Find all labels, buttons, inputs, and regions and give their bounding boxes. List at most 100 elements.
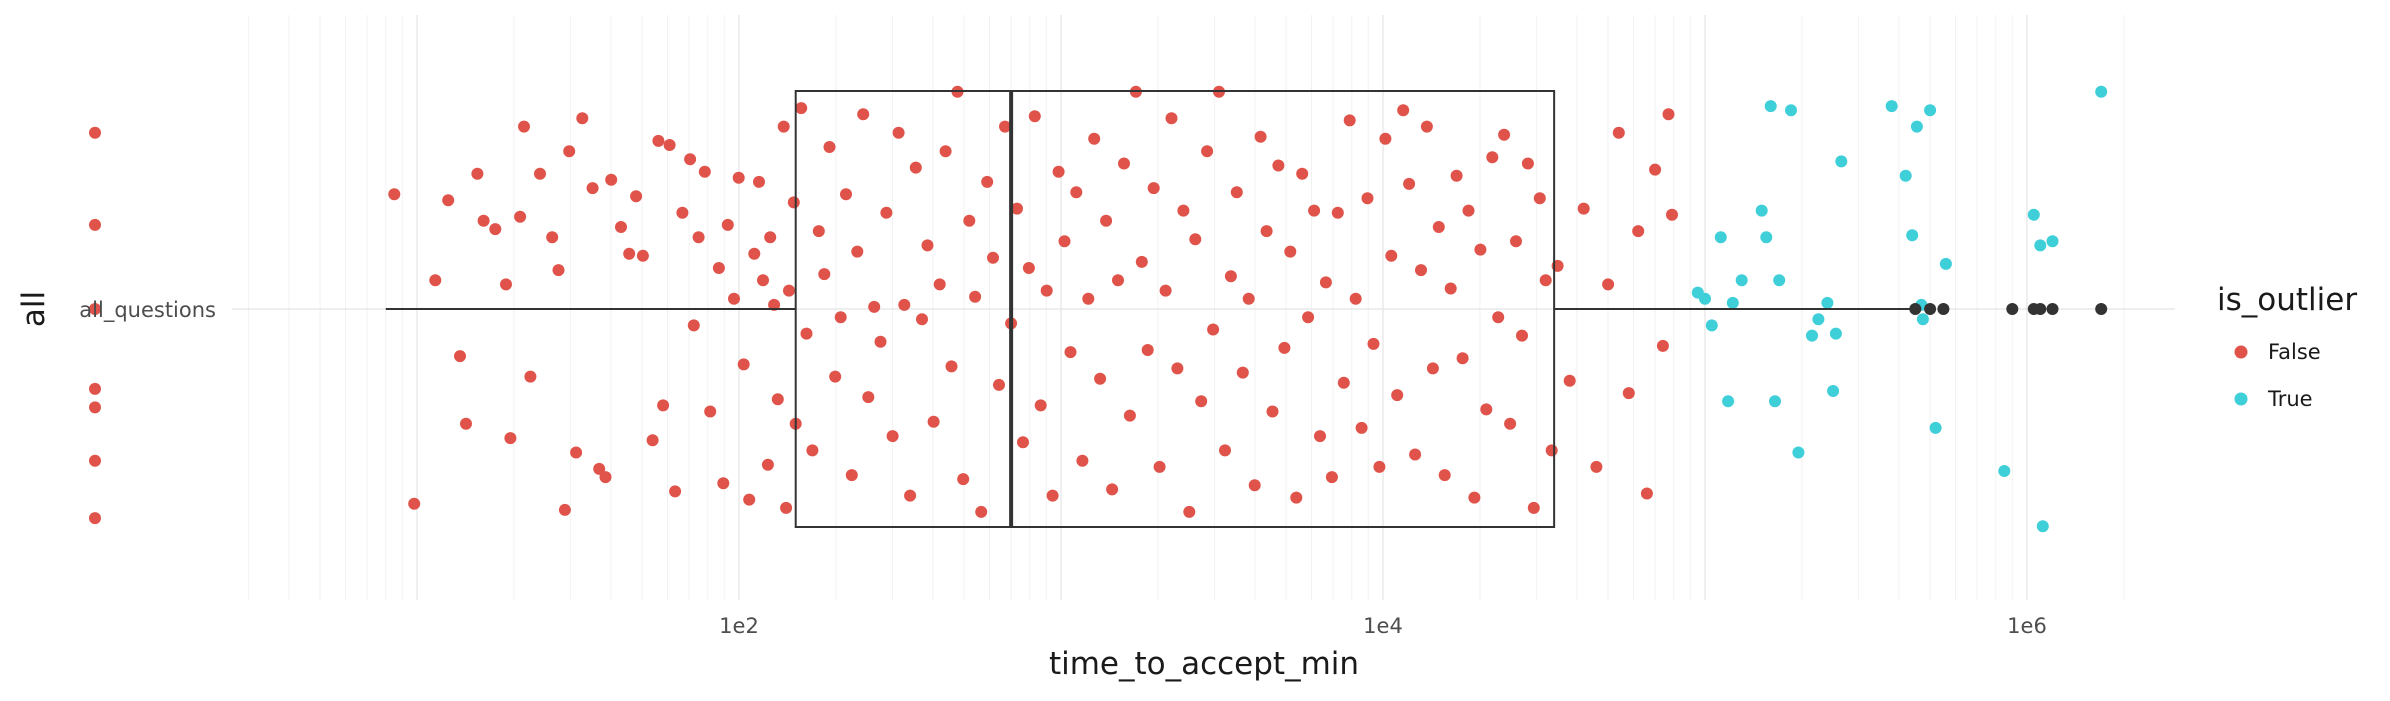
point-false: [1177, 204, 1190, 217]
point-false: [812, 225, 825, 238]
point-false: [1224, 270, 1237, 283]
point-false: [921, 239, 934, 252]
point-false: [408, 497, 421, 510]
point-false: [1319, 276, 1332, 289]
point-false: [1272, 159, 1285, 172]
point-true: [1906, 229, 1919, 242]
point-false: [862, 391, 875, 404]
point-false: [829, 370, 842, 383]
point-false: [1314, 430, 1326, 443]
point-false: [1302, 311, 1315, 324]
point-false: [1100, 214, 1113, 227]
point-false: [1201, 145, 1214, 158]
point-false: [1521, 157, 1534, 170]
point-true: [1827, 385, 1840, 397]
legend-key-true: [2234, 392, 2248, 406]
point-false: [1612, 126, 1625, 139]
point-false: [552, 264, 565, 277]
point-false: [500, 278, 512, 291]
point-true: [1835, 155, 1848, 168]
point-false: [1189, 233, 1202, 246]
point-true: [1885, 100, 1898, 113]
point-false: [1420, 120, 1433, 133]
point-false: [1539, 274, 1552, 287]
point-false: [1622, 387, 1635, 400]
boxplot-outlier-point: [2046, 303, 2059, 315]
point-true: [2027, 208, 2040, 221]
point-true: [1705, 319, 1718, 332]
point-false: [806, 444, 819, 457]
point-false: [1094, 372, 1107, 385]
point-true: [1821, 296, 1834, 309]
point-false: [945, 360, 958, 373]
point-true: [1714, 231, 1727, 244]
point-false: [657, 399, 670, 412]
point-false: [477, 214, 490, 227]
point-false: [1331, 206, 1344, 219]
point-false: [823, 141, 836, 153]
point-false: [845, 469, 858, 482]
point-false: [1492, 311, 1505, 324]
point-true: [1829, 327, 1842, 340]
point-false: [721, 218, 734, 231]
legend-label-true: True: [2267, 387, 2313, 411]
boxplot-outliers: [1909, 303, 2108, 315]
point-false: [1082, 292, 1095, 305]
point-false: [868, 300, 881, 313]
point-false: [1230, 186, 1243, 199]
point-false: [840, 188, 852, 201]
point-true: [1910, 120, 1923, 133]
point-false: [1590, 460, 1603, 473]
point-false: [1426, 362, 1439, 375]
point-true: [1916, 313, 1929, 326]
point-false: [1147, 182, 1160, 195]
point-false: [704, 405, 717, 418]
point-true: [1735, 274, 1748, 287]
point-false: [692, 231, 705, 244]
point-false: [89, 126, 101, 139]
point-true: [1755, 204, 1768, 217]
point-false: [818, 268, 831, 281]
point-false: [1468, 491, 1481, 504]
point-false: [1450, 169, 1463, 182]
point-false: [1040, 284, 1053, 297]
point-false: [558, 503, 571, 516]
point-false: [787, 196, 800, 209]
point-false: [800, 327, 813, 340]
point-true: [1812, 313, 1825, 326]
point-false: [761, 458, 774, 471]
point-false: [1058, 235, 1071, 248]
x-tick-labels: 1e2 1e4 1e6: [719, 614, 2047, 638]
point-false: [1248, 479, 1261, 492]
point-false: [586, 182, 599, 195]
boxplot-outlier-point: [1924, 303, 1937, 315]
point-false: [1260, 225, 1273, 238]
point-false: [957, 473, 970, 486]
point-false: [851, 245, 864, 258]
point-false: [489, 223, 502, 236]
point-false: [993, 378, 1005, 391]
point-false: [1112, 274, 1124, 287]
point-true: [2036, 520, 2049, 533]
point-false: [1343, 114, 1356, 127]
point-false: [1254, 130, 1267, 143]
point-false: [623, 247, 636, 260]
point-false: [1355, 421, 1368, 434]
point-false: [89, 218, 101, 231]
point-false: [1409, 448, 1422, 461]
point-false: [570, 446, 583, 459]
point-false: [1391, 389, 1404, 402]
point-false: [460, 417, 472, 430]
point-false: [1666, 208, 1678, 221]
point-false: [605, 173, 618, 186]
point-false: [975, 505, 988, 518]
point-false: [630, 190, 643, 203]
point-false: [981, 175, 994, 188]
point-false: [89, 401, 101, 414]
point-false: [1266, 405, 1279, 418]
point-false: [1017, 436, 1029, 449]
point-false: [89, 454, 101, 467]
point-false: [1361, 192, 1374, 205]
point-true: [1899, 169, 1912, 182]
